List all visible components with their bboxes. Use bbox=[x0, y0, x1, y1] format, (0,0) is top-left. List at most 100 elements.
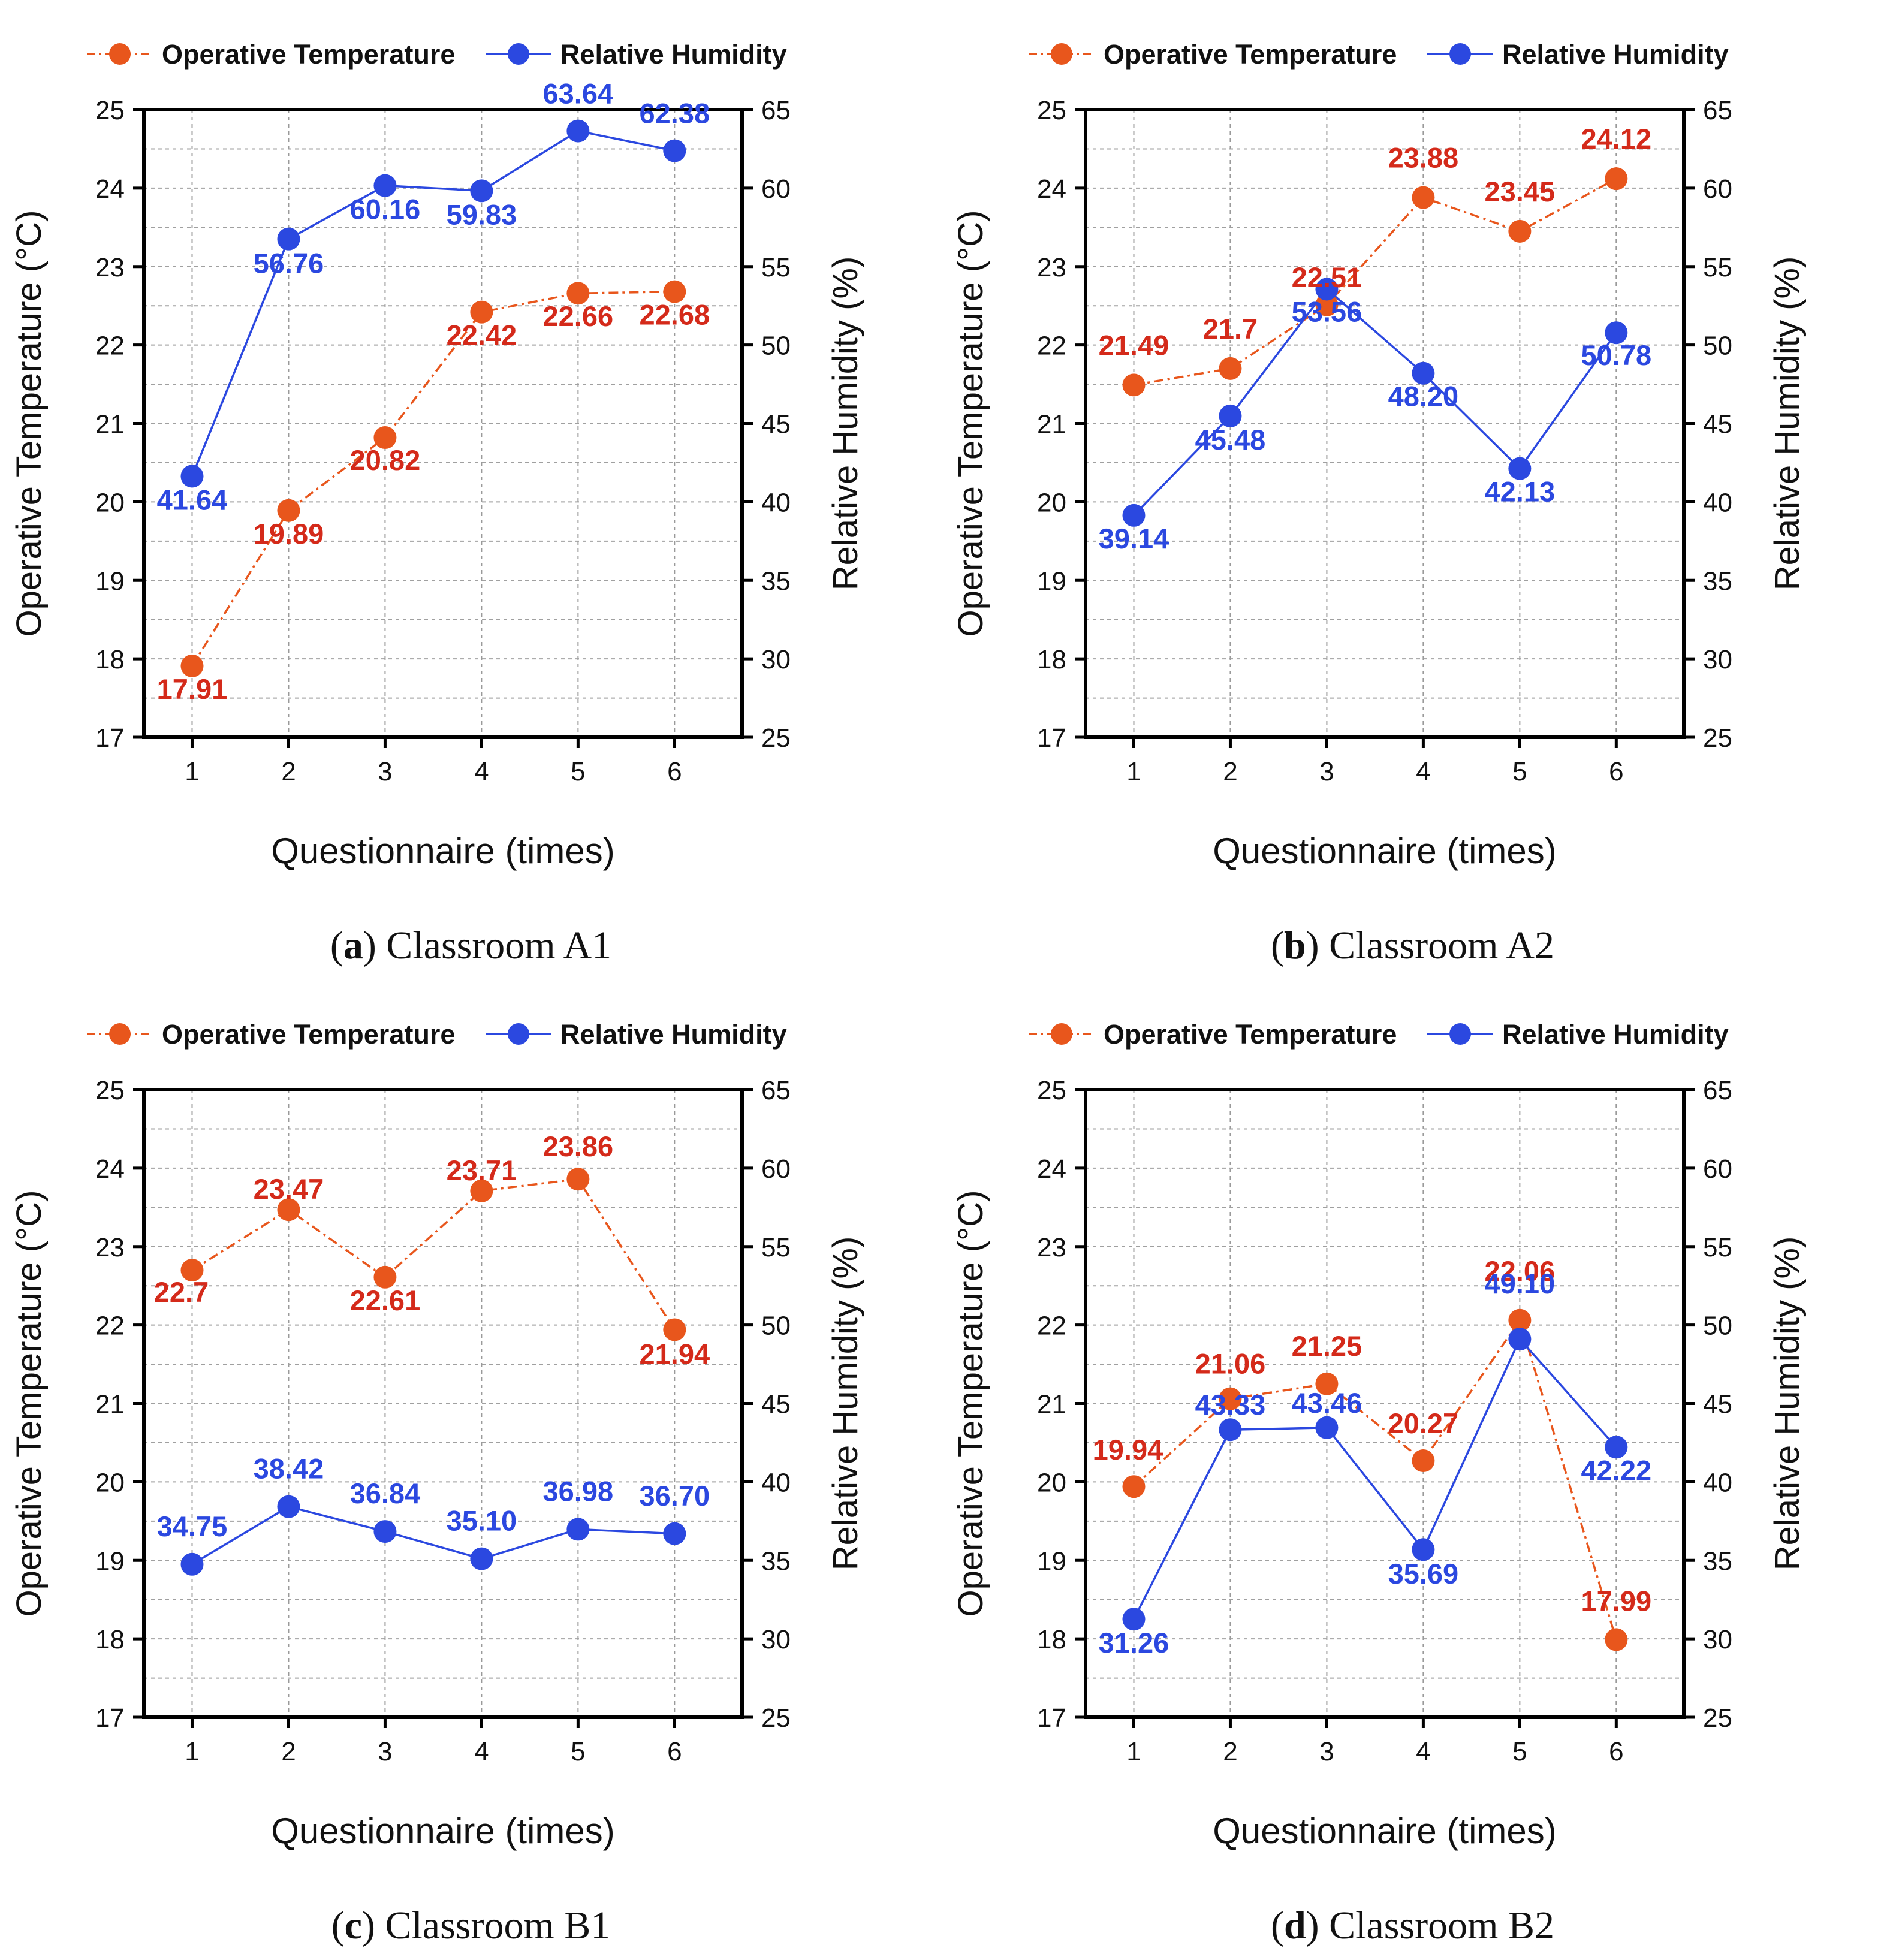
y-right-tick-label: 40 bbox=[1703, 1468, 1732, 1497]
temperature-data-label: 24.12 bbox=[1581, 123, 1652, 155]
temperature-point bbox=[1412, 186, 1435, 209]
humidity-point bbox=[566, 119, 590, 143]
y-left-tick-label: 25 bbox=[1037, 96, 1066, 125]
temperature-data-label: 21.7 bbox=[1203, 313, 1258, 345]
temperature-point bbox=[663, 1318, 686, 1341]
humidity-point bbox=[1315, 278, 1339, 301]
y-left-tick-label: 21 bbox=[95, 410, 125, 439]
humidity-point bbox=[180, 1552, 204, 1576]
chart-panel-b: 17 18 19 20 21 22 23 24 25 25 30 35 40 45 50 55 60 65 1 2 3 4… bbox=[942, 0, 1883, 980]
y-right-tick-label: 45 bbox=[761, 1390, 791, 1419]
temperature-data-label: 21.25 bbox=[1292, 1330, 1362, 1362]
legend-humidity-label: Relative Humidity bbox=[1502, 39, 1729, 70]
x-tick-label: 2 bbox=[281, 1737, 296, 1766]
legend-humidity-marker bbox=[1449, 43, 1471, 65]
y-left-tick-label: 25 bbox=[1037, 1076, 1066, 1105]
temperature-point bbox=[1315, 1372, 1339, 1395]
temperature-data-label: 20.82 bbox=[350, 444, 421, 476]
y-right-tick-label: 65 bbox=[1703, 96, 1732, 125]
temperature-point bbox=[1122, 1475, 1146, 1498]
y-right-tick-label: 65 bbox=[1703, 1076, 1732, 1105]
y-right-tick-label: 35 bbox=[761, 566, 791, 596]
chart-panel-d: 17 18 19 20 21 22 23 24 25 25 30 35 40 45 50 55 60 65 1 2 3 4… bbox=[942, 980, 1883, 1960]
y-right-tick-label: 35 bbox=[1703, 1546, 1732, 1576]
temperature-point bbox=[277, 1198, 300, 1222]
x-tick-label: 1 bbox=[185, 1737, 199, 1766]
legend-humidity-label: Relative Humidity bbox=[1502, 1019, 1729, 1050]
y-left-axis-title: Operative Temperature (°C) bbox=[10, 210, 49, 637]
legend-humidity-marker bbox=[508, 43, 529, 65]
y-right-tick-label: 25 bbox=[761, 723, 791, 753]
y-left-tick-label: 17 bbox=[95, 1703, 125, 1733]
temperature-data-label: 23.45 bbox=[1485, 176, 1556, 207]
temperature-data-label: 22.06 bbox=[1485, 1255, 1556, 1287]
y-left-tick-label: 21 bbox=[1037, 1390, 1066, 1419]
y-left-tick-label: 23 bbox=[95, 253, 125, 282]
panel-letter: a bbox=[343, 924, 363, 967]
humidity-point bbox=[566, 1518, 590, 1541]
humidity-data-label: 45.48 bbox=[1195, 424, 1266, 456]
humidity-data-label: 36.98 bbox=[543, 1475, 614, 1507]
y-right-tick-label: 50 bbox=[1703, 1311, 1732, 1341]
temperature-point bbox=[1122, 373, 1146, 397]
humidity-point bbox=[1605, 321, 1628, 345]
humidity-data-label: 43.33 bbox=[1195, 1389, 1266, 1421]
y-left-tick-label: 23 bbox=[95, 1233, 125, 1262]
y-right-tick-label: 65 bbox=[761, 1076, 791, 1105]
y-right-tick-label: 55 bbox=[761, 1233, 791, 1262]
y-right-tick-label: 40 bbox=[761, 488, 791, 517]
humidity-point bbox=[1412, 1538, 1435, 1561]
temperature-point bbox=[470, 300, 493, 324]
humidity-data-label: 48.20 bbox=[1388, 381, 1459, 412]
humidity-data-label: 34.75 bbox=[157, 1510, 228, 1542]
y-right-tick-label: 50 bbox=[761, 331, 791, 361]
x-tick-label: 2 bbox=[1223, 1737, 1237, 1766]
y-left-tick-label: 21 bbox=[1037, 410, 1066, 439]
legend-temperature-marker bbox=[1051, 1023, 1072, 1045]
y-right-tick-label: 45 bbox=[1703, 1390, 1732, 1419]
temperature-point bbox=[180, 654, 204, 677]
x-tick-label: 3 bbox=[1319, 1737, 1334, 1766]
humidity-data-label: 50.78 bbox=[1581, 339, 1652, 371]
panel-letter: d bbox=[1283, 1904, 1306, 1947]
panel-caption: (a) Classroom A1 bbox=[330, 924, 612, 967]
y-left-tick-label: 24 bbox=[95, 174, 125, 204]
humidity-data-label: 38.42 bbox=[254, 1453, 324, 1485]
y-right-tick-label: 25 bbox=[1703, 1703, 1732, 1733]
panel-caption: (b) Classroom A2 bbox=[1270, 924, 1555, 967]
temperature-point bbox=[1605, 167, 1628, 191]
temperature-data-label: 21.49 bbox=[1099, 329, 1169, 361]
temperature-point bbox=[1315, 293, 1339, 316]
x-axis-title: Questionnaire (times) bbox=[271, 1811, 615, 1851]
temperature-point bbox=[373, 1265, 397, 1289]
y-left-tick-label: 20 bbox=[95, 488, 125, 517]
humidity-point bbox=[1412, 361, 1435, 385]
y-right-tick-label: 35 bbox=[761, 1546, 791, 1576]
humidity-point bbox=[1122, 1608, 1146, 1631]
temperature-point bbox=[566, 1168, 590, 1191]
x-tick-label: 1 bbox=[1126, 1737, 1141, 1766]
temperature-point bbox=[1508, 219, 1532, 243]
y-left-tick-label: 17 bbox=[1037, 1703, 1066, 1733]
panel-letter: b bbox=[1283, 924, 1306, 967]
chart-panel-c: 17 18 19 20 21 22 23 24 25 25 30 35 40 45 50 55 60 65 1 2 3 4… bbox=[0, 980, 942, 1960]
humidity-point bbox=[470, 1547, 493, 1570]
x-tick-label: 3 bbox=[1319, 757, 1334, 786]
humidity-point bbox=[180, 465, 204, 488]
temperature-data-label: 21.06 bbox=[1195, 1348, 1266, 1380]
temperature-data-label: 22.42 bbox=[447, 319, 517, 351]
x-tick-label: 5 bbox=[1512, 757, 1527, 786]
temperature-point bbox=[1508, 1308, 1532, 1332]
y-right-tick-label: 30 bbox=[761, 1625, 791, 1654]
humidity-series-line bbox=[1132, 1337, 1617, 1620]
x-tick-label: 6 bbox=[1609, 1737, 1623, 1766]
humidity-data-label: 42.22 bbox=[1581, 1454, 1652, 1486]
x-tick-label: 2 bbox=[281, 757, 296, 786]
y-left-tick-label: 19 bbox=[1037, 1546, 1066, 1576]
temperature-series-line bbox=[1134, 177, 1617, 387]
temperature-point bbox=[566, 282, 590, 305]
temperature-point bbox=[1412, 1449, 1435, 1473]
y-right-tick-label: 30 bbox=[761, 645, 791, 674]
